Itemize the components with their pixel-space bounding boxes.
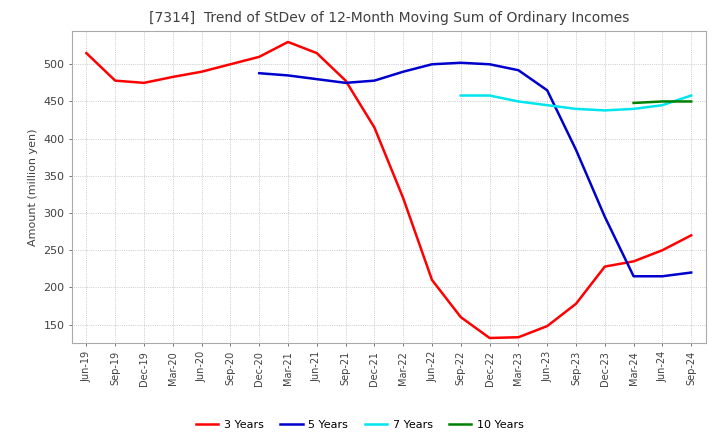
7 Years (456, 93, 465, 98)
Title: [7314]  Trend of StDev of 12-Month Moving Sum of Ordinary Incomes: [7314] Trend of StDev of 12-Month Moving… (148, 11, 629, 26)
5 Years (600, 214, 609, 220)
3 Years (629, 259, 638, 264)
3 Years (428, 277, 436, 282)
5 Years (341, 80, 350, 85)
5 Years (572, 147, 580, 152)
3 Years (658, 248, 667, 253)
3 Years (82, 51, 91, 56)
5 Years (312, 77, 321, 82)
7 Years (629, 106, 638, 111)
5 Years (687, 270, 696, 275)
10 Years (687, 99, 696, 104)
5 Years (629, 274, 638, 279)
3 Years (226, 62, 235, 67)
7 Years (600, 108, 609, 113)
3 Years (140, 80, 148, 85)
3 Years (600, 264, 609, 269)
Y-axis label: Amount (million yen): Amount (million yen) (27, 128, 37, 246)
10 Years (629, 100, 638, 106)
5 Years (543, 88, 552, 93)
3 Years (514, 334, 523, 340)
10 Years (658, 99, 667, 104)
7 Years (658, 103, 667, 108)
3 Years (543, 323, 552, 329)
3 Years (399, 195, 408, 201)
5 Years (658, 274, 667, 279)
3 Years (168, 74, 177, 80)
3 Years (572, 301, 580, 306)
7 Years (514, 99, 523, 104)
3 Years (255, 54, 264, 59)
7 Years (572, 106, 580, 111)
3 Years (370, 125, 379, 130)
5 Years (399, 69, 408, 74)
3 Years (485, 335, 494, 341)
5 Years (428, 62, 436, 67)
3 Years (456, 315, 465, 320)
7 Years (485, 93, 494, 98)
5 Years (485, 62, 494, 67)
7 Years (687, 93, 696, 98)
3 Years (687, 233, 696, 238)
5 Years (456, 60, 465, 66)
Line: 10 Years: 10 Years (634, 102, 691, 103)
Line: 3 Years: 3 Years (86, 42, 691, 338)
Line: 5 Years: 5 Years (259, 63, 691, 276)
7 Years (543, 103, 552, 108)
3 Years (111, 78, 120, 83)
3 Years (312, 51, 321, 56)
5 Years (370, 78, 379, 83)
Legend: 3 Years, 5 Years, 7 Years, 10 Years: 3 Years, 5 Years, 7 Years, 10 Years (192, 415, 528, 434)
3 Years (197, 69, 206, 74)
3 Years (341, 78, 350, 83)
5 Years (255, 70, 264, 76)
5 Years (284, 73, 292, 78)
Line: 7 Years: 7 Years (461, 95, 691, 110)
3 Years (284, 39, 292, 44)
5 Years (514, 68, 523, 73)
